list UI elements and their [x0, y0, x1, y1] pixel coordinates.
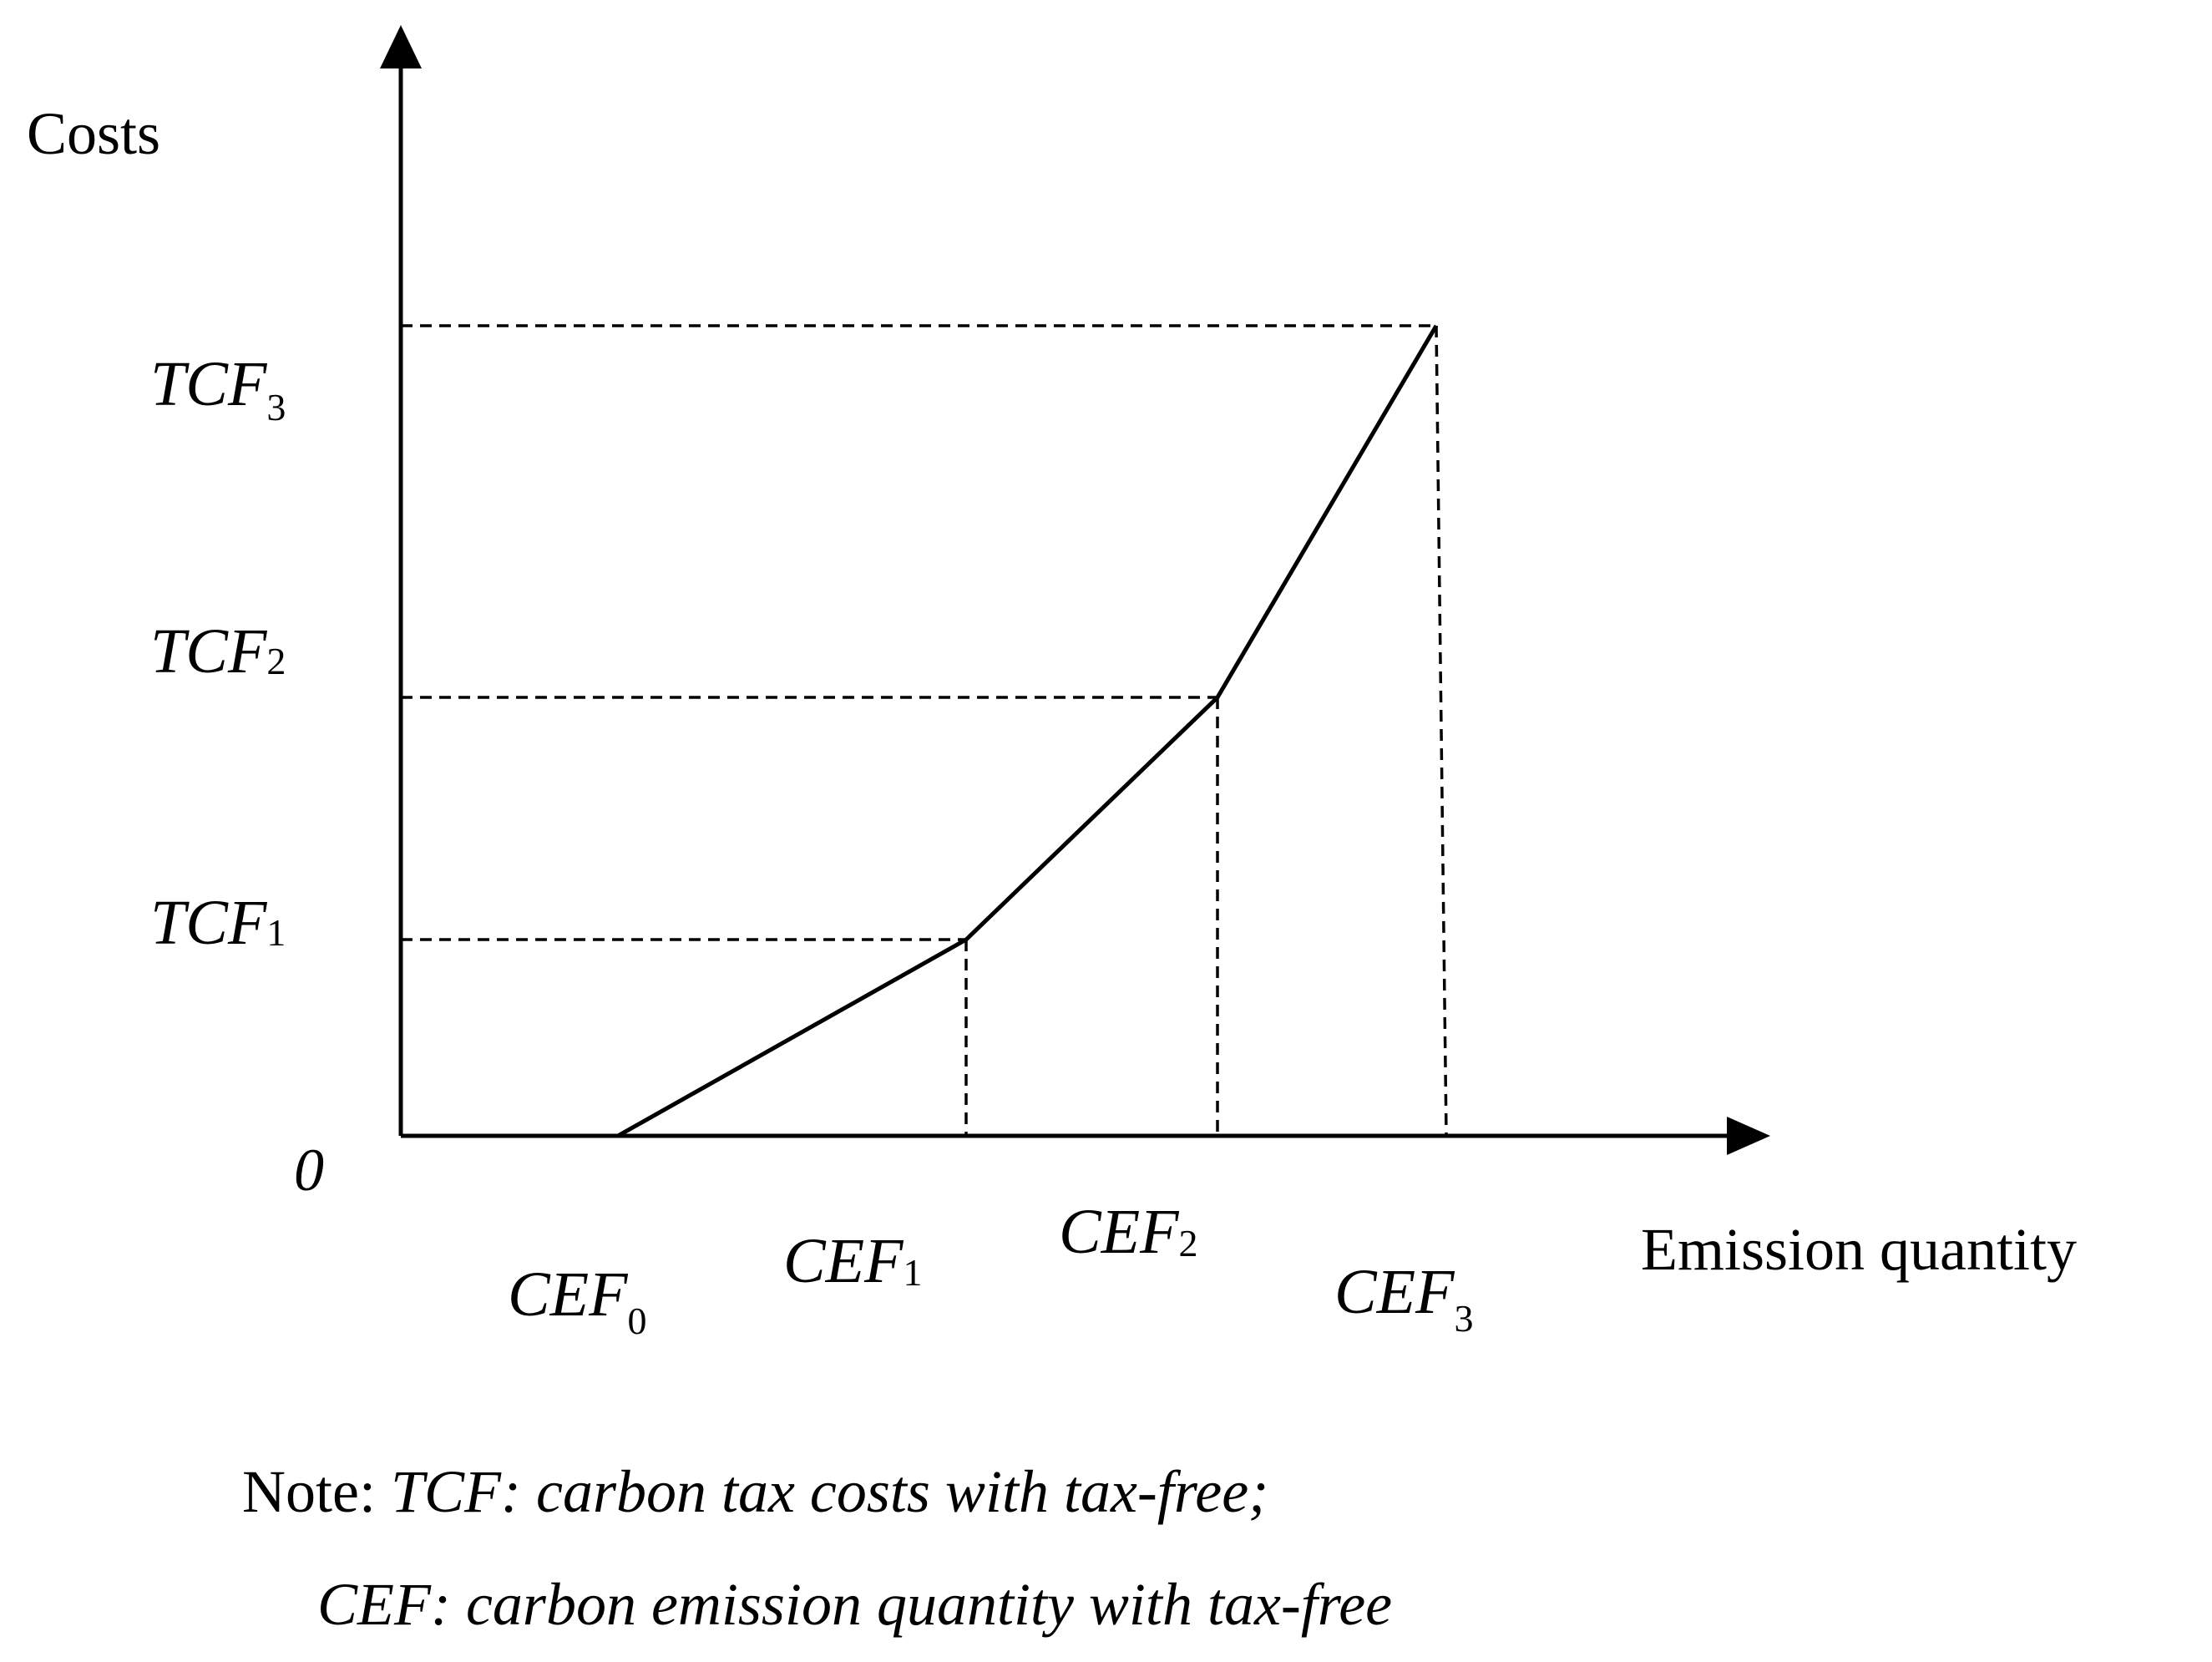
- cost-curve: [534, 324, 1439, 1138]
- x-tick-cef1: CEF1: [783, 1226, 923, 1296]
- x-tick-cef0: CEF0: [508, 1259, 647, 1342]
- y-tick-tcf3: TCF3: [150, 349, 286, 428]
- y-tick-tcf2: TCF2: [150, 616, 286, 687]
- origin-label: 0: [294, 1137, 324, 1203]
- x-axis-label: Emission quantity: [1641, 1216, 2077, 1283]
- y-tick-tcf1: TCF1: [150, 888, 286, 958]
- y-axis-label: Costs: [27, 100, 160, 167]
- note-line-1: Note: TCF: carbon tax costs with tax-fre…: [242, 1458, 1268, 1525]
- note-line-2: CEF: carbon emission quantity with tax-f…: [317, 1571, 1392, 1638]
- x-tick-cef3: CEF3: [1334, 1257, 1474, 1340]
- x-tick-cef2: CEF2: [1059, 1197, 1198, 1267]
- guide-cef3-vertical: [1435, 325, 1448, 1137]
- y-axis-arrowhead: [380, 25, 422, 68]
- x-axis-arrowhead: [1727, 1117, 1770, 1155]
- guide-lines: [401, 324, 1448, 1137]
